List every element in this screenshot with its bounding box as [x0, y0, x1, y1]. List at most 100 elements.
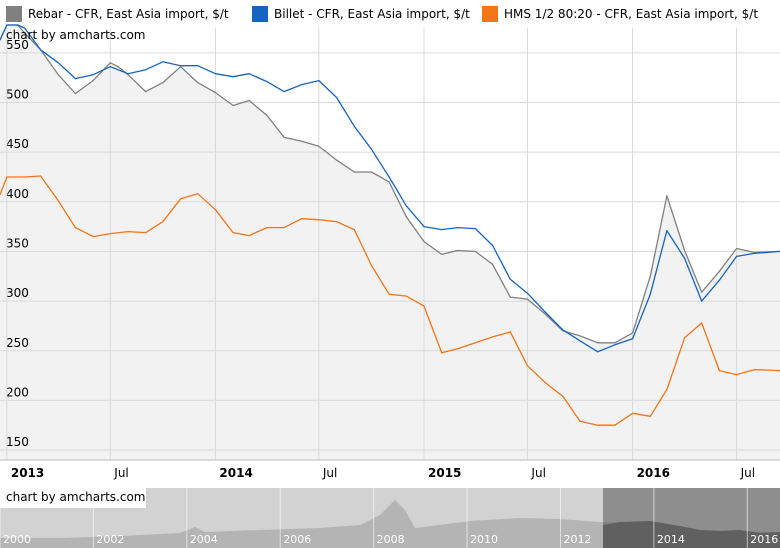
y-tick-label: 350: [6, 236, 29, 250]
data-point-2: [579, 420, 581, 422]
data-point-2: [6, 176, 8, 178]
data-point-0: [736, 247, 738, 250]
x-tick-label: Jul: [530, 466, 545, 480]
data-point-0: [597, 342, 599, 344]
data-point-2: [283, 227, 285, 229]
data-point-0: [753, 251, 755, 253]
data-point-1: [17, 24, 19, 26]
data-point-2: [266, 227, 268, 229]
chart-credit-scrollbar[interactable]: chart by amcharts.com: [6, 490, 146, 504]
scrollbar-year-label: 2014: [657, 533, 685, 546]
data-point-1: [74, 78, 76, 80]
data-point-0: [509, 296, 511, 298]
data-point-0: [248, 99, 250, 102]
main-chart: 150 200 250 300 350 400 450 500 550 2013 Jul 2014 Ju…: [0, 24, 780, 480]
x-tick-label: 2016: [637, 466, 670, 480]
data-point-2: [57, 200, 59, 202]
x-tick-label: 2014: [219, 466, 252, 480]
x-tick-label: 2013: [11, 466, 44, 480]
data-point-0: [526, 298, 529, 300]
data-point-1: [474, 228, 476, 230]
data-point-0: [127, 74, 129, 76]
data-point-2: [614, 424, 616, 426]
data-point-1: [509, 278, 511, 280]
scrollbar-year-label: 2008: [377, 533, 405, 546]
scrollbar-year-label: 2016: [750, 533, 778, 546]
data-point-1: [457, 227, 459, 229]
y-tick-label: 250: [6, 336, 29, 350]
scrollbar-credit-box: [0, 488, 146, 508]
data-point-2: [405, 295, 407, 297]
data-point-0: [266, 114, 268, 116]
data-point-1: [6, 24, 8, 26]
chart-credit-main[interactable]: chart by amcharts.com: [6, 28, 146, 42]
data-point-1: [232, 76, 234, 78]
scrollbar-year-label: 2006: [283, 533, 311, 546]
data-point-2: [74, 227, 76, 229]
data-point-2: [40, 175, 42, 177]
data-point-0: [405, 216, 407, 218]
data-point-0: [474, 250, 476, 252]
data-point-2: [248, 235, 250, 237]
data-point-2: [649, 415, 651, 417]
data-point-0: [353, 171, 355, 173]
data-point-2: [423, 305, 425, 307]
data-point-0: [92, 80, 94, 82]
data-point-1: [441, 229, 443, 231]
series-line-2: [0, 175, 780, 426]
data-point-1: [318, 80, 320, 82]
data-point-2: [526, 365, 529, 367]
legend-label-billet: Billet - CFR, East Asia import, $/t: [274, 7, 470, 21]
y-tick-label: 500: [6, 87, 29, 101]
data-point-1: [162, 61, 164, 63]
data-point-1: [92, 74, 94, 76]
data-point-0: [214, 92, 216, 94]
data-point-1: [632, 338, 634, 340]
scrollbar-year-label: 2000: [3, 533, 31, 546]
data-point-0: [370, 171, 372, 173]
data-point-1: [370, 148, 372, 150]
data-point-1: [145, 69, 147, 71]
data-point-1: [701, 300, 703, 302]
data-point-1: [544, 311, 546, 313]
data-point-0: [388, 181, 390, 183]
data-point-0: [74, 92, 76, 95]
data-point-2: [353, 229, 355, 231]
data-point-1: [666, 230, 668, 232]
data-point-1: [336, 96, 338, 99]
x-tick-label: Jul: [113, 466, 128, 480]
data-point-1: [492, 244, 494, 247]
legend-item-rebar[interactable]: Rebar - CFR, East Asia import, $/t: [6, 6, 229, 22]
data-point-2: [214, 209, 216, 211]
data-point-0: [197, 82, 199, 84]
legend-item-billet[interactable]: Billet - CFR, East Asia import, $/t: [252, 6, 470, 22]
scrollbar-year-label: 2004: [190, 533, 218, 546]
legend-swatch-hms: [482, 6, 498, 22]
y-tick-label: 150: [6, 435, 29, 449]
legend-item-hms[interactable]: HMS 1/2 80:20 - CFR, East Asia import, $…: [482, 6, 758, 22]
y-tick-label: 300: [6, 286, 29, 300]
data-point-2: [457, 348, 459, 350]
data-point-1: [562, 329, 564, 331]
data-point-2: [370, 264, 372, 266]
data-point-1: [753, 252, 755, 254]
data-point-0: [117, 66, 119, 68]
data-point-1: [24, 27, 26, 29]
series-line-0: [0, 24, 780, 344]
scrollbar-year-label: 2010: [470, 533, 498, 546]
data-point-1: [283, 91, 285, 93]
data-point-2: [509, 331, 511, 333]
data-point-0: [701, 291, 703, 293]
data-point-0: [457, 249, 459, 252]
data-point-1: [579, 340, 581, 342]
data-point-2: [92, 236, 94, 238]
data-point-2: [736, 374, 738, 376]
data-point-1: [614, 344, 616, 346]
data-point-1: [736, 255, 738, 257]
data-point-1: [405, 205, 407, 207]
scrollbar-preview-area: [0, 500, 780, 548]
data-point-1: [526, 292, 529, 294]
data-point-2: [632, 412, 634, 414]
scrollbar-year-label: 2002: [96, 533, 124, 546]
